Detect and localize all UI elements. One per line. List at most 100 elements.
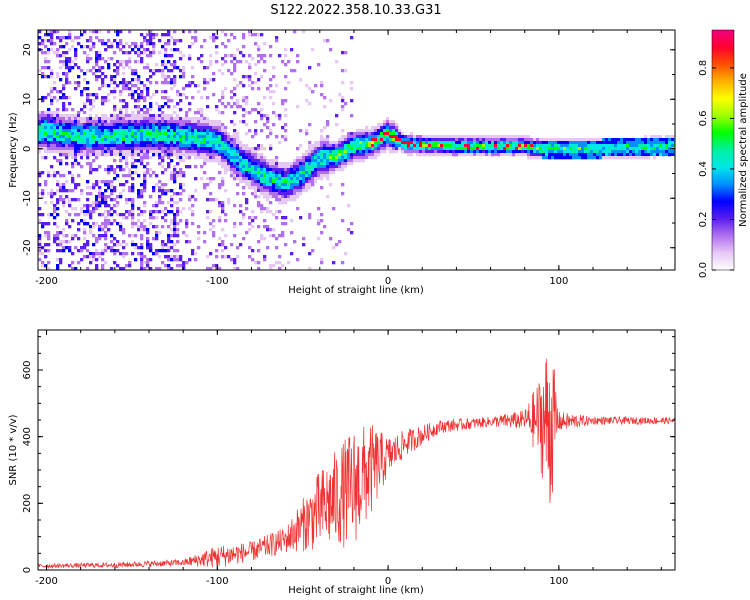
heatmap-cell (176, 90, 180, 94)
heatmap-cell (98, 51, 102, 55)
heatmap-cell (269, 174, 273, 178)
heatmap-cell (521, 144, 525, 148)
heatmap-cell (431, 138, 435, 142)
heatmap-cell (179, 153, 183, 157)
heatmap-cell (83, 78, 87, 82)
heatmap-cell (359, 153, 363, 157)
heatmap-cell (233, 162, 237, 166)
heatmap-cell (77, 249, 81, 253)
heatmap-cell (203, 231, 207, 235)
heatmap-cell (620, 150, 624, 154)
heatmap-cell (272, 213, 276, 217)
heatmap-cell (149, 132, 153, 136)
heatmap-cell (137, 132, 141, 136)
heatmap-cell (170, 81, 174, 85)
heatmap-cell (95, 138, 99, 142)
heatmap-cell (311, 162, 315, 166)
heatmap-cell (530, 150, 534, 154)
heatmap-cell (77, 174, 81, 178)
heatmap-cell (560, 150, 564, 154)
heatmap-cell (170, 228, 174, 232)
heatmap-cell (263, 225, 267, 229)
heatmap-cell (89, 192, 93, 196)
heatmap-cell (233, 135, 237, 139)
heatmap-cell (65, 81, 69, 85)
heatmap-cell (86, 162, 90, 166)
heatmap-cell (263, 168, 267, 172)
heatmap-cell (38, 183, 42, 187)
heatmap-cell (86, 69, 90, 73)
heatmap-cell (545, 156, 549, 160)
heatmap-cell (92, 207, 96, 211)
heatmap-cell (329, 183, 333, 187)
heatmap-cell (458, 150, 462, 154)
heatmap-cell (50, 147, 54, 151)
heatmap-cell (659, 138, 663, 142)
heatmap-cell (275, 159, 279, 163)
heatmap-cell (218, 69, 222, 73)
heatmap-cell (53, 174, 57, 178)
heatmap-cell (221, 183, 225, 187)
heatmap-cell (38, 141, 42, 145)
heatmap-cell (170, 135, 174, 139)
heatmap-cell (107, 120, 111, 124)
heatmap-cell (101, 153, 105, 157)
heatmap-cell (266, 120, 270, 124)
heatmap-cell (608, 153, 612, 157)
heatmap-cell (395, 135, 399, 139)
heatmap-cell (107, 171, 111, 175)
heatmap-cell (86, 45, 90, 49)
heatmap-cell (581, 153, 585, 157)
heatmap-cell (368, 138, 372, 142)
heatmap-cell (86, 87, 90, 91)
heatmap-cell (179, 69, 183, 73)
heatmap-cell (320, 159, 324, 163)
heatmap-cell (236, 141, 240, 145)
heatmap-cell (170, 150, 174, 154)
heatmap-cell (266, 174, 270, 178)
heatmap-cell (221, 72, 225, 76)
heatmap-cell (569, 150, 573, 154)
heatmap-cell (383, 120, 387, 124)
heatmap-cell (245, 174, 249, 178)
heatmap-cell (320, 81, 324, 85)
heatmap-cell (104, 60, 108, 64)
heatmap-cell (74, 234, 78, 238)
heatmap-cell (71, 132, 75, 136)
heatmap-cell (65, 96, 69, 100)
heatmap-cell (374, 150, 378, 154)
heatmap-cell (581, 150, 585, 154)
heatmap-cell (128, 45, 132, 49)
heatmap-cell (155, 123, 159, 127)
heatmap-cell (161, 225, 165, 229)
heatmap-cell (92, 222, 96, 226)
heatmap-cell (134, 114, 138, 118)
heatmap-cell (548, 150, 552, 154)
heatmap-cell (44, 249, 48, 253)
heatmap-cell (56, 90, 60, 94)
heatmap-cell (266, 186, 270, 190)
heatmap-cell (137, 147, 141, 151)
heatmap-cell (593, 147, 597, 151)
heatmap-cell (71, 198, 75, 202)
heatmap-cell (263, 42, 267, 46)
heatmap-cell (287, 177, 291, 181)
heatmap-cell (419, 138, 423, 142)
heatmap-cell (239, 144, 243, 148)
heatmap-cell (269, 144, 273, 148)
heatmap-cell (98, 189, 102, 193)
heatmap-cell (215, 198, 219, 202)
heatmap-cell (188, 30, 192, 34)
heatmap-cell (89, 216, 93, 220)
heatmap-cell (548, 153, 552, 157)
heatmap-cell (77, 111, 81, 115)
heatmap-cell (269, 159, 273, 163)
heatmap-cell (179, 198, 183, 202)
heatmap-cell (80, 129, 84, 133)
heatmap-cell (92, 186, 96, 190)
heatmap-cell (38, 69, 42, 73)
heatmap-cell (233, 177, 237, 181)
heatmap-cell (170, 144, 174, 148)
heatmap-cell (50, 174, 54, 178)
heatmap-cell (47, 132, 51, 136)
